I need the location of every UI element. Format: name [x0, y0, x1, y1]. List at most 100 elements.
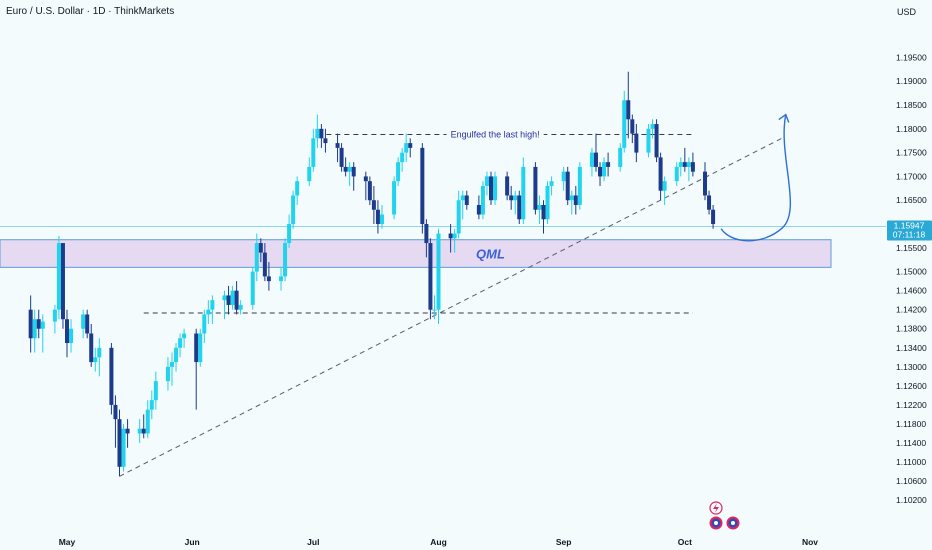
- candle: [561, 166, 566, 191]
- candle-body-bearish: [65, 319, 69, 344]
- candle-body-bearish: [89, 333, 94, 363]
- candle: [117, 409, 122, 477]
- candle: [40, 314, 45, 353]
- candle-body-bearish: [266, 276, 271, 282]
- candle: [428, 238, 433, 320]
- event-icons[interactable]: [709, 501, 740, 530]
- candle-body-bearish: [141, 428, 146, 434]
- chart-title: Euro / U.S. Dollar · 1D · ThinkMarkets: [6, 6, 175, 17]
- candle-body-bearish: [351, 166, 356, 177]
- candle: [307, 157, 312, 186]
- candle-body-bullish: [69, 328, 74, 344]
- candle: [480, 181, 485, 220]
- candle: [206, 300, 211, 324]
- candle-body-bearish: [194, 333, 199, 363]
- candle: [375, 200, 380, 234]
- candle: [432, 295, 437, 320]
- qml-label: QML: [476, 247, 505, 262]
- eu-flag-event-icon[interactable]: [726, 516, 740, 530]
- candle-body-bullish: [279, 276, 284, 282]
- candle: [295, 176, 300, 205]
- time-tick-label: Oct: [678, 537, 692, 547]
- candle-body-bearish: [262, 252, 267, 277]
- candle: [121, 423, 126, 472]
- candle-body-bullish: [650, 124, 655, 129]
- candle: [598, 162, 603, 186]
- lightning-event-icon[interactable]: [709, 501, 723, 515]
- price-tick-label: 1.13000: [896, 362, 927, 372]
- candle: [250, 266, 255, 310]
- candle-body-bearish: [125, 428, 130, 434]
- candle-body-bearish: [420, 147, 425, 225]
- resistance-note: Engulfed the last high!: [451, 130, 540, 140]
- candle: [81, 309, 86, 339]
- candle: [363, 171, 368, 201]
- candle: [311, 128, 316, 172]
- projection-arrowhead: [778, 113, 790, 123]
- candle: [400, 147, 405, 172]
- candle-body-bullish: [206, 309, 211, 315]
- candle-body-bullish: [291, 195, 296, 225]
- event-icon-center: [714, 521, 718, 525]
- candle: [335, 133, 340, 163]
- candle-body-bullish: [250, 271, 255, 305]
- candle: [194, 328, 199, 410]
- candle-body-bullish: [81, 314, 86, 329]
- candle-body-bearish: [593, 152, 598, 167]
- candle-body-bullish: [513, 195, 518, 201]
- time-axis[interactable]: May Jun Jul Aug Sep Oct Nov: [59, 537, 819, 547]
- candle: [60, 243, 65, 329]
- candle-body-bearish: [367, 181, 372, 201]
- candle-body-bearish: [598, 166, 603, 177]
- candle: [569, 190, 574, 215]
- candle: [521, 157, 526, 225]
- candle: [674, 162, 679, 186]
- candle: [650, 119, 655, 139]
- price-axis[interactable]: 1.19500 1.19000 1.18500 1.18000 1.17500 1.170…: [896, 52, 927, 505]
- price-tick-label: 1.16500: [896, 195, 927, 205]
- candle: [448, 224, 453, 253]
- candle: [266, 262, 271, 291]
- candle-body-bullish: [295, 181, 300, 196]
- time-tick-label: Sep: [556, 537, 572, 547]
- candle: [686, 157, 691, 182]
- candle-body-bearish: [573, 195, 578, 205]
- candle: [178, 333, 183, 358]
- candle-body-bullish: [432, 309, 437, 311]
- candle-body-bearish: [541, 204, 546, 220]
- us-flag-event-icon[interactable]: [709, 516, 723, 530]
- candle: [509, 185, 514, 210]
- candle-body-bearish: [565, 171, 570, 201]
- currency-label[interactable]: USD: [897, 7, 917, 17]
- candle: [56, 235, 61, 320]
- candle-body-bullish: [254, 243, 259, 272]
- candle: [573, 185, 578, 215]
- candle: [626, 71, 631, 139]
- resistance-note-background: [446, 128, 544, 141]
- candle-body-bearish: [113, 404, 118, 420]
- candle-body-bullish: [182, 333, 187, 339]
- candle: [149, 390, 154, 420]
- candle-body-bearish: [682, 162, 687, 167]
- candle-body-bearish: [234, 290, 239, 310]
- candle-body-bullish: [577, 166, 582, 205]
- candle-body-bearish: [36, 319, 41, 329]
- candle: [89, 323, 94, 367]
- candle: [315, 114, 320, 148]
- price-tick-label: 1.11000: [896, 457, 926, 467]
- candle-body-bearish: [658, 157, 663, 191]
- price-tick-label: 1.12600: [896, 381, 927, 391]
- candle-body-bullish: [311, 138, 316, 167]
- candle: [690, 152, 695, 177]
- candle: [153, 371, 158, 410]
- candle-body-bearish: [606, 162, 611, 167]
- time-tick-label: Nov: [802, 537, 818, 547]
- candle: [476, 195, 481, 220]
- candle: [565, 166, 570, 205]
- candle-body-bullish: [618, 147, 623, 167]
- candle-body-bullish: [93, 357, 98, 363]
- candle-body-bullish: [545, 185, 550, 220]
- candle-body-bullish: [622, 100, 627, 148]
- candle: [65, 309, 69, 358]
